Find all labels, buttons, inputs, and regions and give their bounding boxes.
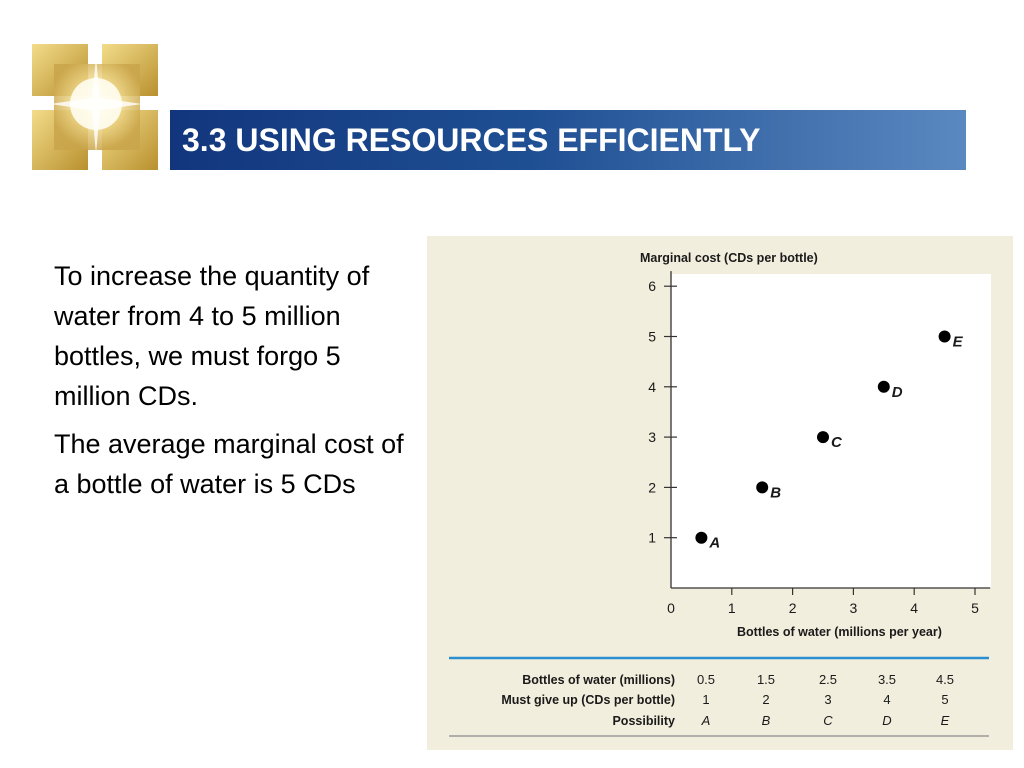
data-point-c — [817, 431, 829, 444]
marginal-cost-chart: Marginal cost (CDs per bottle) Bottles o… — [449, 251, 991, 737]
starburst-logo-icon — [32, 44, 158, 170]
table-row-header: Must give up (CDs per bottle) — [501, 693, 675, 707]
point-label-c: C — [831, 434, 843, 451]
table-cell: 0.5 — [697, 672, 715, 687]
table-row-header: Possibility — [612, 714, 675, 728]
point-label-b: B — [770, 484, 781, 501]
table-cell: A — [701, 713, 711, 728]
data-point-d — [877, 380, 890, 393]
slide-title: 3.3 USING RESOURCES EFFICIENTLY — [182, 122, 761, 158]
table-cell: 1 — [702, 692, 709, 707]
table-cell: 3.5 — [878, 672, 896, 687]
y-tick-label: 6 — [648, 278, 656, 294]
y-tick-label: 2 — [648, 479, 656, 495]
x-tick-label: 1 — [728, 600, 736, 616]
title-banner: 3.3 USING RESOURCES EFFICIENTLY — [170, 110, 966, 170]
x-tick-label: 2 — [789, 600, 797, 616]
data-point-b — [756, 481, 769, 494]
table-cell: 3 — [824, 692, 831, 707]
slide-body: To increase the quantity of water from 4… — [54, 256, 416, 512]
y-tick-label: 3 — [648, 429, 656, 445]
y-tick-label: 1 — [648, 530, 656, 546]
data-table: Bottles of water (millions) 0.5 1.5 2.5 3.5 4… — [501, 672, 954, 728]
point-label-a: A — [708, 535, 720, 552]
y-tick-label: 5 — [648, 329, 656, 345]
data-point-e — [938, 330, 951, 343]
table-cell: C — [823, 713, 833, 728]
table-cell: 4.5 — [936, 672, 954, 687]
figure-panel: Marginal cost (CDs per bottle) Bottles o… — [427, 236, 1013, 750]
y-tick-label: 4 — [648, 379, 656, 395]
plot-area — [671, 274, 991, 588]
table-cell: 5 — [941, 692, 948, 707]
table-cell: 4 — [883, 692, 890, 707]
x-tick-label: 5 — [971, 600, 979, 616]
point-label-e: E — [953, 334, 964, 351]
table-cell: 1.5 — [757, 672, 775, 687]
y-axis-label: Marginal cost (CDs per bottle) — [640, 251, 818, 265]
table-cell: E — [941, 713, 950, 728]
table-cell: D — [882, 713, 891, 728]
presentation-logo — [24, 38, 174, 180]
table-cell: 2.5 — [819, 672, 837, 687]
body-paragraph-1: To increase the quantity of water from 4… — [54, 261, 370, 411]
body-paragraph-2: The average marginal cost of a bottle of… — [54, 429, 404, 499]
chart-points: A B C D E — [695, 330, 964, 552]
x-tick-label: 3 — [850, 600, 858, 616]
x-tick-label: 4 — [910, 600, 918, 616]
table-cell: 2 — [762, 692, 769, 707]
point-label-d: D — [892, 384, 903, 401]
x-axis-label: Bottles of water (millions per year) — [737, 625, 942, 639]
table-row-header: Bottles of water (millions) — [522, 673, 675, 687]
chart-axes: 0 1 2 3 4 5 1 2 3 4 5 6 — [648, 271, 991, 616]
data-point-a — [695, 531, 708, 544]
table-cell: B — [762, 713, 771, 728]
x-tick-label: 0 — [667, 600, 675, 616]
